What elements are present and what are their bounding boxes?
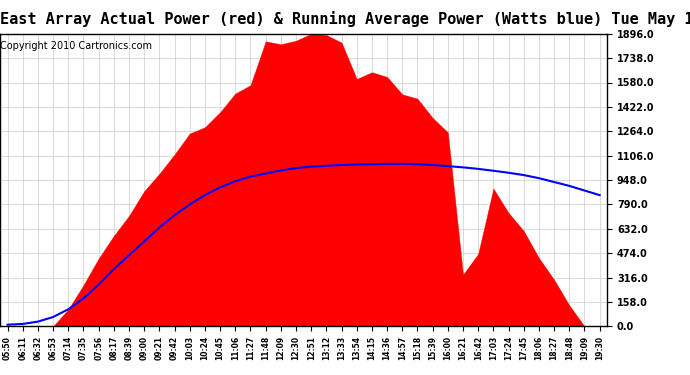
Text: East Array Actual Power (red) & Running Average Power (Watts blue) Tue May 18 19: East Array Actual Power (red) & Running … [0,11,690,27]
Text: Copyright 2010 Cartronics.com: Copyright 2010 Cartronics.com [0,41,152,51]
